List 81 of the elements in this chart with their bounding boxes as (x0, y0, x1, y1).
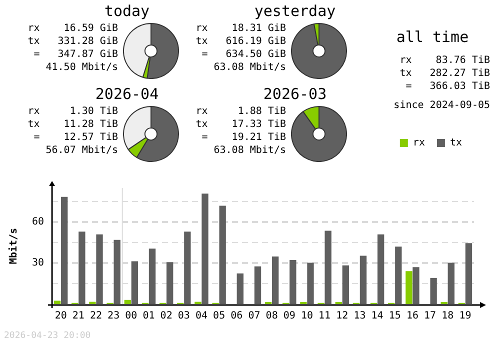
x-tick-label: 22 (90, 310, 102, 322)
x-tick-label: 07 (248, 310, 260, 322)
text: rx 1.30 TiB (26, 105, 118, 118)
text: 63.08 Mbit/s (212, 144, 286, 157)
bar (124, 300, 131, 304)
bar (96, 234, 103, 304)
x-tick-label: 00 (125, 310, 138, 322)
x-tick-label: 20 (54, 310, 67, 322)
x-tick-label: 09 (283, 310, 296, 322)
bar (395, 246, 402, 304)
x-tick-label: 05 (213, 310, 226, 322)
text: 41.50 Mbit/s (44, 61, 118, 74)
text: tx 17.33 TiB (194, 118, 286, 131)
text: = 634.50 GiB (200, 48, 286, 61)
text: tx 282.27 TiB (398, 67, 490, 80)
text: = 19.21 TiB (200, 131, 286, 144)
y-tick-label: 60 (32, 216, 44, 228)
x-tick-label: 01 (142, 310, 155, 322)
chart-title: today (103, 2, 151, 20)
text: = 366.03 TiB (404, 80, 490, 93)
text: rx 18.31 GiB (194, 22, 286, 35)
bar (465, 243, 472, 304)
bar (430, 278, 437, 304)
text: tx 331.28 GiB (26, 35, 118, 48)
bar (324, 230, 332, 304)
x-tick-label: 15 (388, 310, 401, 322)
x-tick-label: 21 (72, 310, 84, 322)
x-tick-label: 04 (195, 310, 208, 322)
bar (54, 300, 61, 304)
bar (166, 262, 174, 304)
x-tick-label: 14 (371, 310, 384, 322)
text: tx 616.19 GiB (194, 35, 286, 48)
x-tick-label: 18 (442, 310, 454, 322)
x-tick-label: 16 (406, 310, 418, 322)
bar (290, 260, 296, 304)
x-tick-label: 08 (266, 310, 278, 322)
bar (342, 265, 349, 304)
bar (148, 248, 156, 304)
bar (448, 262, 454, 304)
text: all time (395, 28, 470, 46)
text: tx 11.28 TiB (26, 118, 118, 131)
y-tick-label: 30 (32, 258, 44, 269)
chart-title: 2026-03 (262, 85, 328, 103)
text: rx 83.76 TiB (398, 54, 490, 67)
bar (236, 273, 244, 304)
bar (406, 271, 412, 304)
text: since 2024-09-05 (392, 99, 490, 112)
legend-label: tx (450, 138, 462, 149)
x-tick-label: 13 (354, 310, 366, 322)
text: 63.08 Mbit/s (212, 61, 286, 74)
bar (219, 206, 226, 304)
chart-title: 2026-04 (94, 85, 160, 103)
legend-label: rx (412, 138, 425, 149)
x-tick-label: 02 (160, 310, 172, 322)
text: = 12.57 TiB (32, 131, 118, 144)
text: rx 1.88 TiB (194, 105, 286, 118)
text: rx 16.59 GiB (26, 22, 118, 35)
x-tick-label: 12 (336, 310, 348, 322)
x-tick-label: 11 (318, 310, 331, 322)
x-tick-label: 19 (459, 310, 472, 322)
text: = 347.87 GiB (32, 48, 118, 61)
bar (272, 256, 279, 304)
bar (202, 194, 208, 304)
bar (131, 261, 138, 304)
chart-title: yesterday (253, 2, 337, 20)
x-tick-label: 23 (108, 310, 120, 322)
bar (114, 240, 120, 304)
x-tick-label: 17 (424, 310, 436, 322)
bar (377, 234, 384, 304)
bar (184, 232, 191, 304)
bar (61, 196, 68, 304)
bar (78, 232, 86, 304)
y-axis-title: Mbit/s (8, 228, 20, 264)
bar (307, 262, 314, 304)
x-tick-label: 06 (230, 310, 243, 322)
bar (360, 256, 367, 304)
x-tick-label: 03 (178, 310, 190, 322)
x-tick-label: 10 (300, 310, 313, 322)
text: 56.07 Mbit/s (44, 144, 118, 157)
bar (254, 266, 262, 304)
bar (412, 267, 420, 304)
